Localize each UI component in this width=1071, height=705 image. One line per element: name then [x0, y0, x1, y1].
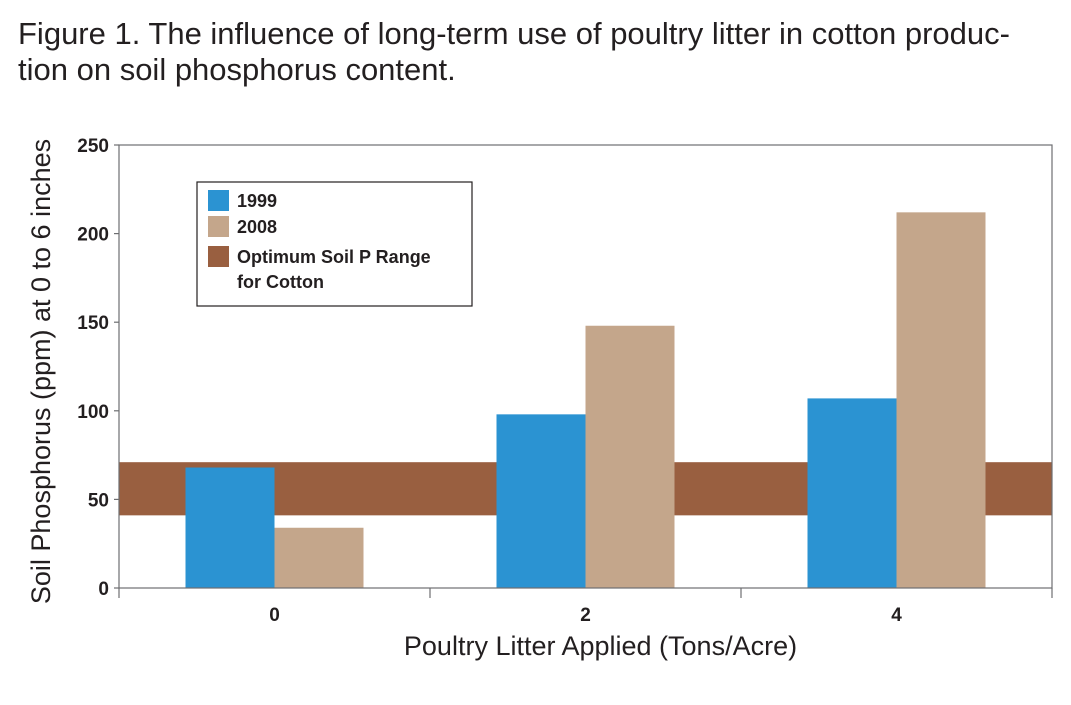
caption-line-1: Figure 1. The influence of long-term use… [18, 16, 1010, 51]
y-tick-label: 0 [98, 579, 109, 600]
y-tick-label: 100 [77, 402, 109, 423]
y-tick-label: 250 [77, 136, 109, 157]
legend-box [196, 181, 473, 307]
x-tick-label: 0 [269, 605, 280, 626]
bar-1999-2 [496, 414, 586, 588]
legend-swatch [208, 246, 229, 267]
plot-frame [118, 144, 1053, 589]
caption-line-2: tion on soil phosphorus content. [18, 52, 456, 87]
y-axis-title: Soil Phosphorus (ppm) at 0 to 6 inches [26, 139, 56, 604]
bar-2008-0 [274, 527, 364, 588]
legend-swatch [208, 216, 229, 237]
bar-1999-0 [185, 467, 275, 588]
figure-caption: Figure 1. The influence of long-term use… [18, 16, 1058, 88]
legend-label: Optimum Soil P Range [237, 247, 431, 267]
legend-label: for Cotton [237, 272, 324, 292]
legend-label: 2008 [237, 217, 277, 237]
legend-swatch [208, 190, 229, 211]
y-tick-label: 150 [77, 313, 109, 334]
y-tick-label: 200 [77, 225, 109, 246]
x-axis-title: Poultry Litter Applied (Tons/Acre) [404, 631, 797, 661]
legend-label: 1999 [237, 191, 277, 211]
x-tick-label: 2 [580, 605, 591, 626]
bar-1999-4 [807, 398, 897, 588]
x-tick-label: 4 [891, 605, 902, 626]
bar-2008-4 [896, 212, 986, 588]
bar-2008-2 [585, 325, 675, 588]
y-tick-label: 50 [88, 490, 109, 511]
